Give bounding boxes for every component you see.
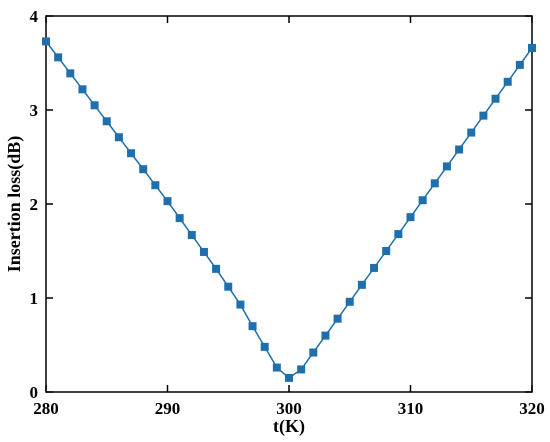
y-axis-label: Insertion loss(dB) bbox=[4, 136, 25, 273]
x-tick-label: 320 bbox=[519, 399, 545, 418]
data-point bbox=[139, 165, 148, 174]
x-tick-label: 310 bbox=[398, 399, 424, 418]
data-point bbox=[285, 373, 293, 382]
data-point bbox=[199, 247, 208, 256]
data-point bbox=[479, 111, 488, 120]
data-point bbox=[382, 247, 391, 255]
data-point bbox=[151, 181, 160, 190]
data-point bbox=[224, 282, 233, 291]
y-tick-label: 3 bbox=[30, 101, 39, 120]
data-point bbox=[175, 214, 184, 223]
data-point bbox=[309, 348, 318, 357]
y-tick-label: 4 bbox=[30, 7, 39, 26]
data-point bbox=[406, 213, 415, 222]
y-tick-label: 2 bbox=[30, 195, 39, 214]
data-point bbox=[163, 197, 172, 206]
y-tick-label: 0 bbox=[30, 383, 39, 402]
data-point bbox=[467, 128, 476, 137]
data-point bbox=[248, 322, 257, 331]
data-point bbox=[78, 85, 87, 94]
series-line bbox=[45, 40, 533, 379]
data-point bbox=[357, 280, 366, 289]
data-point bbox=[236, 300, 245, 309]
data-point bbox=[260, 342, 269, 351]
data-point bbox=[455, 145, 464, 154]
data-point bbox=[333, 314, 342, 323]
data-point bbox=[187, 231, 196, 240]
data-point bbox=[212, 264, 221, 273]
data-point bbox=[102, 117, 111, 126]
x-tick-label: 290 bbox=[155, 399, 181, 418]
data-point bbox=[127, 149, 136, 158]
data-point bbox=[66, 69, 75, 78]
data-point bbox=[321, 331, 330, 340]
data-point bbox=[345, 297, 354, 306]
data-point bbox=[418, 196, 427, 205]
data-point bbox=[272, 363, 281, 372]
y-tick-label: 1 bbox=[30, 289, 39, 308]
data-point bbox=[528, 43, 536, 52]
data-point bbox=[491, 94, 500, 103]
data-point bbox=[42, 37, 50, 46]
data-point bbox=[297, 365, 306, 374]
data-point bbox=[370, 263, 379, 272]
data-point bbox=[442, 162, 451, 171]
data-point bbox=[515, 60, 524, 69]
data-point bbox=[430, 179, 439, 188]
data-point bbox=[394, 230, 403, 239]
data-point bbox=[54, 53, 63, 62]
x-tick-label: 280 bbox=[33, 399, 59, 418]
data-point bbox=[90, 101, 99, 110]
data-point bbox=[114, 133, 123, 142]
x-axis-label: t(K) bbox=[273, 416, 305, 437]
x-tick-label: 300 bbox=[276, 399, 302, 418]
data-point bbox=[503, 77, 512, 86]
plot-frame bbox=[45, 15, 533, 393]
